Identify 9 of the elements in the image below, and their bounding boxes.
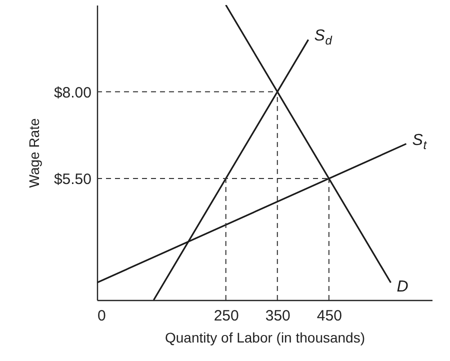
x-tick-label: 0: [98, 308, 106, 324]
x-axis-title: Quantity of Labor (in thousands): [164, 330, 366, 346]
y-axis-title: Wage Rate: [26, 118, 42, 188]
y-tick-label: $8.00: [54, 84, 92, 102]
x-tick-label: 350: [265, 308, 290, 324]
y-tick-label: $5.50: [54, 171, 92, 188]
series-label: D: [396, 278, 409, 296]
x-tick-label: 450: [316, 308, 342, 324]
x-tick-label: 250: [214, 308, 239, 324]
